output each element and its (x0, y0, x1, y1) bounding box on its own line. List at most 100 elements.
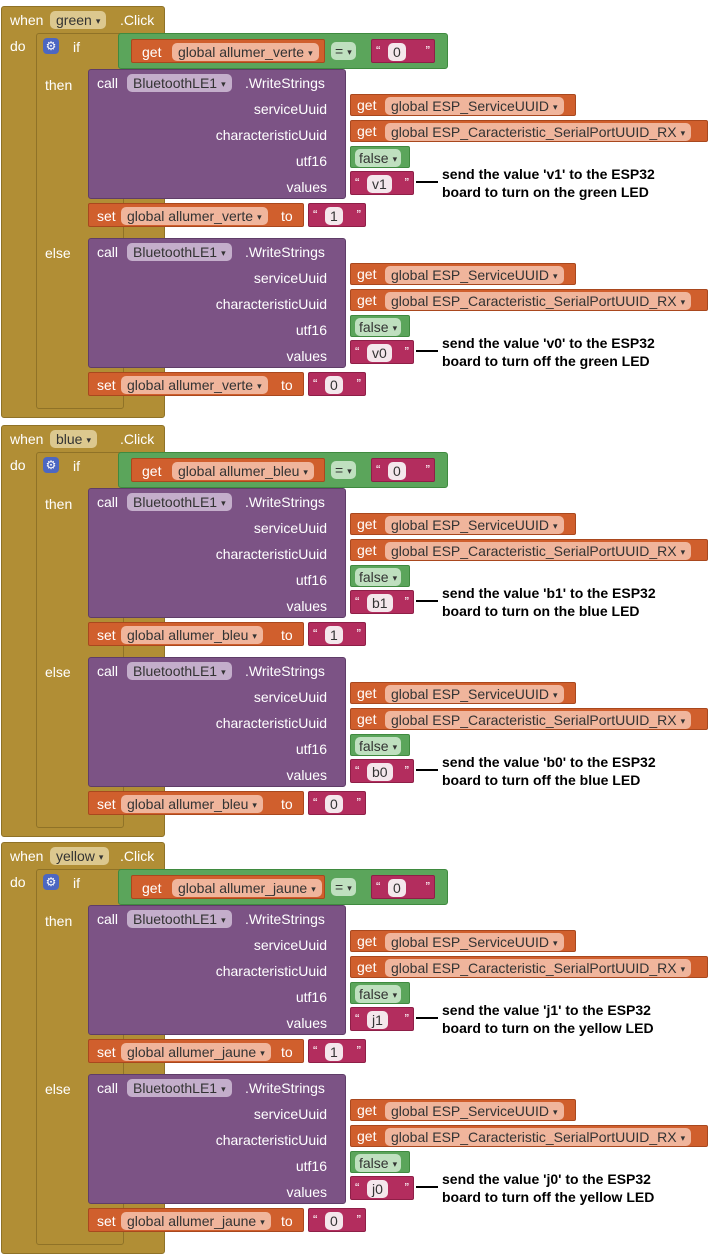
chevron-down-icon[interactable]: ▾ (392, 573, 398, 583)
chevron-down-icon[interactable]: ▾ (680, 964, 686, 974)
gear-icon[interactable]: ⚙ (43, 457, 59, 473)
values-string-block-value[interactable]: v1 (367, 175, 392, 193)
service-variable-dropdown[interactable]: global ESP_ServiceUUID ▾ (385, 516, 564, 534)
set-variable-block[interactable]: set global allumer_bleu ▾ to (88, 622, 304, 646)
compare-operator-dropdown[interactable]: = ▾ (331, 42, 356, 60)
chevron-down-icon[interactable]: ▾ (221, 79, 226, 89)
chevron-down-icon[interactable]: ▾ (680, 716, 686, 726)
chevron-down-icon[interactable]: ▾ (257, 381, 262, 391)
chevron-down-icon[interactable]: ▾ (347, 47, 352, 57)
component-dropdown[interactable]: green ▾ (50, 11, 107, 29)
values-string-block-value[interactable]: j1 (367, 1011, 388, 1029)
set-variable-dropdown[interactable]: global allumer_bleu ▾ (121, 795, 263, 813)
set-variable-block[interactable]: set global allumer_jaune ▾ to (88, 1208, 304, 1232)
service-variable-dropdown[interactable]: global ESP_ServiceUUID ▾ (385, 685, 564, 703)
set-value-string-block[interactable]: “ 1 ” (308, 622, 366, 646)
chevron-down-icon[interactable]: ▾ (221, 248, 226, 258)
characteristic-variable-dropdown[interactable]: global ESP_Caracteristic_SerialPortUUID_… (385, 292, 692, 310)
chevron-down-icon[interactable]: ▾ (552, 1107, 558, 1117)
chevron-down-icon[interactable]: ▾ (392, 1159, 398, 1169)
call-writestrings-block[interactable]: call BluetoothLE1 ▾ .WriteStrings serviceUui… (88, 238, 346, 368)
component-dropdown[interactable]: blue ▾ (50, 430, 97, 448)
false-block[interactable]: false ▾ (350, 315, 410, 337)
component-dropdown[interactable]: BluetoothLE1 ▾ (127, 243, 232, 261)
set-variable-block[interactable]: set global allumer_verte ▾ to (88, 203, 304, 227)
chevron-down-icon[interactable]: ▾ (680, 547, 686, 557)
get-service-uuid-block[interactable]: get global ESP_ServiceUUID ▾ (350, 682, 576, 704)
values-string-block[interactable]: “ v0 ” (350, 340, 414, 364)
get-characteristic-uuid-block[interactable]: get global ESP_Caracteristic_SerialPortUU… (350, 120, 708, 142)
chevron-down-icon[interactable]: ▾ (260, 1048, 265, 1058)
false-block[interactable]: false ▾ (350, 982, 410, 1004)
chevron-down-icon[interactable]: ▾ (552, 690, 558, 700)
set-value-string-block-value[interactable]: 1 (325, 626, 343, 644)
set-variable-dropdown[interactable]: global allumer_verte ▾ (121, 376, 268, 394)
compare-condition-block[interactable]: get global allumer_jaune ▾ = ▾ “0” (118, 869, 448, 905)
chevron-down-icon[interactable]: ▾ (252, 631, 257, 641)
chevron-down-icon[interactable]: ▾ (311, 884, 316, 894)
chevron-down-icon[interactable]: ▾ (347, 883, 352, 893)
characteristic-variable-dropdown[interactable]: global ESP_Caracteristic_SerialPortUUID_… (385, 542, 692, 560)
get-characteristic-uuid-block[interactable]: get global ESP_Caracteristic_SerialPortUU… (350, 1125, 708, 1147)
set-variable-dropdown[interactable]: global allumer_bleu ▾ (121, 626, 263, 644)
characteristic-variable-dropdown[interactable]: global ESP_Caracteristic_SerialPortUUID_… (385, 123, 692, 141)
condition-string-block[interactable]: “ 0 ” (371, 458, 435, 482)
chevron-down-icon[interactable]: ▾ (680, 1133, 686, 1143)
compare-operator-dropdown[interactable]: = ▾ (331, 878, 356, 896)
values-string-block-value[interactable]: b0 (367, 763, 393, 781)
chevron-down-icon[interactable]: ▾ (221, 915, 226, 925)
component-dropdown[interactable]: BluetoothLE1 ▾ (127, 493, 232, 511)
set-variable-dropdown[interactable]: global allumer_verte ▾ (121, 207, 268, 225)
get-characteristic-uuid-block[interactable]: get global ESP_Caracteristic_SerialPortUU… (350, 539, 708, 561)
chevron-down-icon[interactable]: ▾ (303, 467, 308, 477)
values-string-block[interactable]: “ b0 ” (350, 759, 414, 783)
compare-operator-dropdown[interactable]: = ▾ (331, 461, 356, 479)
chevron-down-icon[interactable]: ▾ (257, 212, 262, 222)
gear-icon[interactable]: ⚙ (43, 38, 59, 54)
boolean-dropdown[interactable]: false ▾ (355, 737, 402, 755)
set-value-string-block[interactable]: “ 0 ” (308, 372, 366, 396)
get-service-uuid-block[interactable]: get global ESP_ServiceUUID ▾ (350, 263, 576, 285)
chevron-down-icon[interactable]: ▾ (392, 154, 398, 164)
condition-variable-dropdown[interactable]: global allumer_jaune ▾ (172, 879, 322, 897)
get-characteristic-uuid-block[interactable]: get global ESP_Caracteristic_SerialPortUU… (350, 708, 708, 730)
chevron-down-icon[interactable]: ▾ (347, 466, 352, 476)
component-dropdown[interactable]: yellow ▾ (50, 847, 110, 865)
get-characteristic-uuid-block[interactable]: get global ESP_Caracteristic_SerialPortUU… (350, 289, 708, 311)
chevron-down-icon[interactable]: ▾ (680, 128, 686, 138)
chevron-down-icon[interactable]: ▾ (221, 498, 226, 508)
compare-condition-block[interactable]: get global allumer_bleu ▾ = ▾ “0” (118, 452, 448, 488)
false-block[interactable]: false ▾ (350, 565, 410, 587)
chevron-down-icon[interactable]: ▾ (680, 297, 686, 307)
false-block[interactable]: false ▾ (350, 734, 410, 756)
boolean-dropdown[interactable]: false ▾ (355, 985, 402, 1003)
values-string-block[interactable]: “ j1 ” (350, 1007, 414, 1031)
component-dropdown[interactable]: BluetoothLE1 ▾ (127, 662, 232, 680)
values-string-block-value[interactable]: v0 (367, 344, 392, 362)
set-value-string-block-value[interactable]: 0 (325, 795, 343, 813)
get-characteristic-uuid-block[interactable]: get global ESP_Caracteristic_SerialPortUU… (350, 956, 708, 978)
get-service-uuid-block[interactable]: get global ESP_ServiceUUID ▾ (350, 1099, 576, 1121)
set-value-string-block-value[interactable]: 0 (325, 376, 343, 394)
service-variable-dropdown[interactable]: global ESP_ServiceUUID ▾ (385, 97, 564, 115)
get-service-uuid-block[interactable]: get global ESP_ServiceUUID ▾ (350, 513, 576, 535)
condition-string-block[interactable]: “ 0 ” (371, 875, 435, 899)
condition-string-block[interactable]: “ 0 ” (371, 39, 435, 63)
call-writestrings-block[interactable]: call BluetoothLE1 ▾ .WriteStrings serviceUui… (88, 488, 346, 618)
call-writestrings-block[interactable]: call BluetoothLE1 ▾ .WriteStrings serviceUui… (88, 657, 346, 787)
boolean-dropdown[interactable]: false ▾ (355, 568, 402, 586)
chevron-down-icon[interactable]: ▾ (221, 667, 226, 677)
component-dropdown[interactable]: BluetoothLE1 ▾ (127, 1079, 232, 1097)
chevron-down-icon[interactable]: ▾ (552, 938, 558, 948)
chevron-down-icon[interactable]: ▾ (392, 323, 398, 333)
set-value-string-block-value[interactable]: 0 (325, 1212, 343, 1230)
chevron-down-icon[interactable]: ▾ (552, 102, 558, 112)
service-variable-dropdown[interactable]: global ESP_ServiceUUID ▾ (385, 266, 564, 284)
set-variable-block[interactable]: set global allumer_jaune ▾ to (88, 1039, 304, 1063)
service-variable-dropdown[interactable]: global ESP_ServiceUUID ▾ (385, 933, 564, 951)
false-block[interactable]: false ▾ (350, 1151, 410, 1173)
set-value-string-block[interactable]: “ 0 ” (308, 1208, 366, 1232)
chevron-down-icon[interactable]: ▾ (98, 852, 104, 862)
call-writestrings-block[interactable]: call BluetoothLE1 ▾ .WriteStrings serviceUui… (88, 69, 346, 199)
set-variable-dropdown[interactable]: global allumer_jaune ▾ (121, 1043, 271, 1061)
